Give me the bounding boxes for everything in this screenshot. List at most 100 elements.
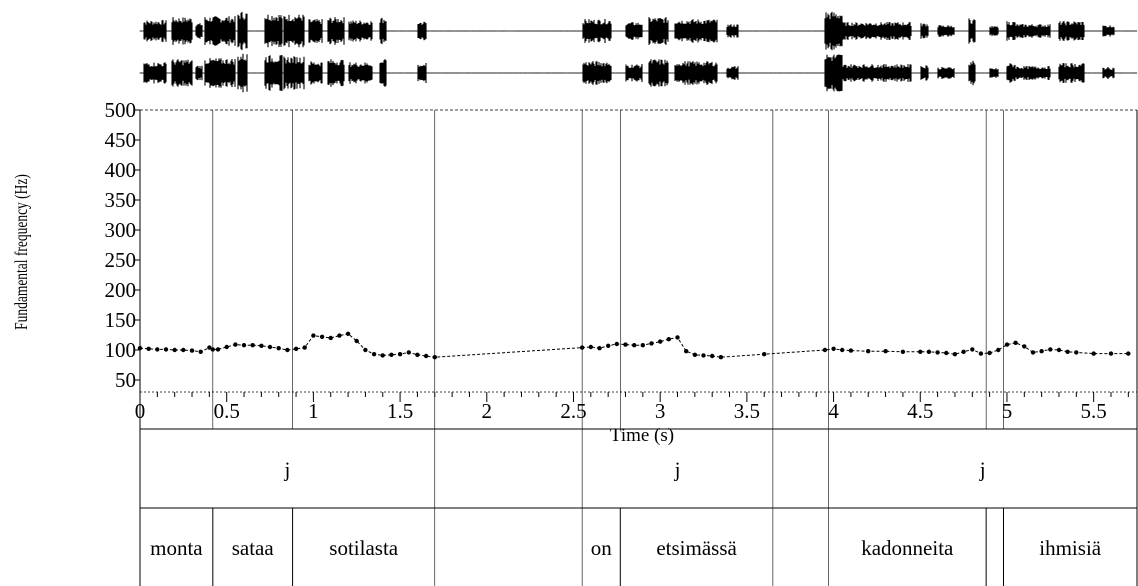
f0-point (210, 347, 215, 352)
f0-point (406, 350, 411, 355)
f0-point (172, 347, 177, 353)
f0-point (944, 350, 949, 356)
f0-point (1056, 347, 1062, 353)
f0-point (1004, 342, 1010, 347)
f0-point (363, 347, 368, 353)
f0-point (397, 352, 403, 357)
f0-point (1013, 340, 1018, 345)
x-tick-label: 0 (135, 399, 146, 423)
f0-point (276, 346, 281, 351)
f0-contour (137, 331, 1131, 360)
tier2-label: sataa (232, 536, 275, 560)
f0-point (293, 346, 299, 351)
f0-point (1022, 344, 1027, 349)
f0-point (883, 349, 888, 354)
x-tick-label: 1 (308, 399, 319, 423)
f0-point (952, 352, 958, 357)
y-tick-label: 300 (105, 218, 137, 242)
f0-point (649, 341, 654, 346)
y-tick-label: 250 (105, 248, 137, 272)
waveform-channel-2 (139, 53, 1138, 93)
y-axis-label: Fundamental frequency (Hz) (12, 174, 31, 330)
tier1-label: j (283, 458, 290, 482)
y-tick-label: 200 (105, 278, 137, 302)
x-tick-label: 3.5 (734, 399, 760, 423)
tier1-label: j (979, 458, 986, 482)
x-tick-label: 3 (655, 399, 666, 423)
annotation-tiers: j j j monta sataa sotilasta on etsimässä kadonne… (150, 458, 1102, 561)
tier2-label: on (591, 536, 613, 560)
f0-point (658, 339, 663, 344)
f0-point (423, 353, 429, 359)
f0-interpolation-line (139, 333, 1129, 358)
f0-point (987, 350, 992, 356)
f0-point (666, 337, 671, 342)
f0-point (918, 349, 923, 354)
x-tick-label: 2.5 (560, 399, 586, 423)
f0-point (640, 343, 645, 348)
x-axis-label: Time (s) (610, 425, 674, 446)
f0-point (137, 346, 143, 351)
f0-point (233, 342, 238, 347)
f0-point (597, 346, 602, 351)
f0-point (1039, 349, 1044, 354)
f0-point (215, 347, 221, 352)
f0-point (579, 345, 585, 350)
f0-point (978, 351, 984, 356)
f0-point (189, 348, 195, 353)
f0-point (1091, 351, 1096, 356)
f0-point (935, 350, 940, 355)
f0-point (163, 347, 169, 352)
f0-point (762, 352, 767, 357)
f0-point (1108, 351, 1114, 356)
x-tick-label: 4.5 (907, 399, 933, 423)
x-tick-label: 5 (1002, 399, 1013, 423)
y-tick-label: 100 (105, 338, 137, 362)
x-tick-label: 5.5 (1081, 399, 1107, 423)
y-tick-label: 500 (105, 98, 137, 122)
f0-point (606, 343, 611, 348)
x-tick-label: 2 (482, 399, 493, 423)
tier2-label: sotilasta (329, 536, 399, 560)
f0-point (250, 343, 255, 348)
f0-point (623, 342, 628, 347)
f0-point (710, 353, 715, 359)
f0-point (692, 352, 698, 357)
f0-point (267, 344, 273, 350)
f0-point (432, 355, 437, 360)
f0-point (996, 347, 1001, 353)
waveform-channel-1 (139, 11, 1138, 51)
f0-point (1065, 349, 1070, 354)
tier2-label: monta (150, 536, 203, 560)
f0-point (389, 352, 394, 357)
x-tick-label: 4 (828, 399, 839, 423)
plot-frame (139, 109, 1138, 586)
f0-point (926, 349, 932, 354)
f0-point (285, 347, 290, 353)
f0-point (371, 352, 377, 357)
f0-point (718, 355, 724, 360)
f0-point (311, 333, 316, 338)
f0-point (207, 345, 212, 350)
f0-point (146, 346, 151, 351)
boundary-lines (212, 110, 1004, 586)
f0-point (302, 345, 307, 350)
f0-point (1126, 351, 1131, 356)
f0-point (588, 344, 593, 350)
f0-point (822, 347, 828, 353)
tier2-label: kadonneita (861, 536, 954, 560)
f0-point (1048, 347, 1053, 352)
y-tick-label: 450 (105, 128, 137, 152)
f0-point (328, 335, 333, 341)
f0-point (155, 347, 160, 352)
f0-point (900, 349, 906, 354)
f0-point (614, 341, 619, 347)
f0-point (684, 349, 689, 354)
f0-point (632, 343, 637, 348)
f0-point (1030, 350, 1036, 355)
f0-point (224, 344, 229, 350)
x-tick-label: 1.5 (387, 399, 413, 423)
f0-point (337, 333, 342, 338)
f0-point (701, 353, 706, 358)
